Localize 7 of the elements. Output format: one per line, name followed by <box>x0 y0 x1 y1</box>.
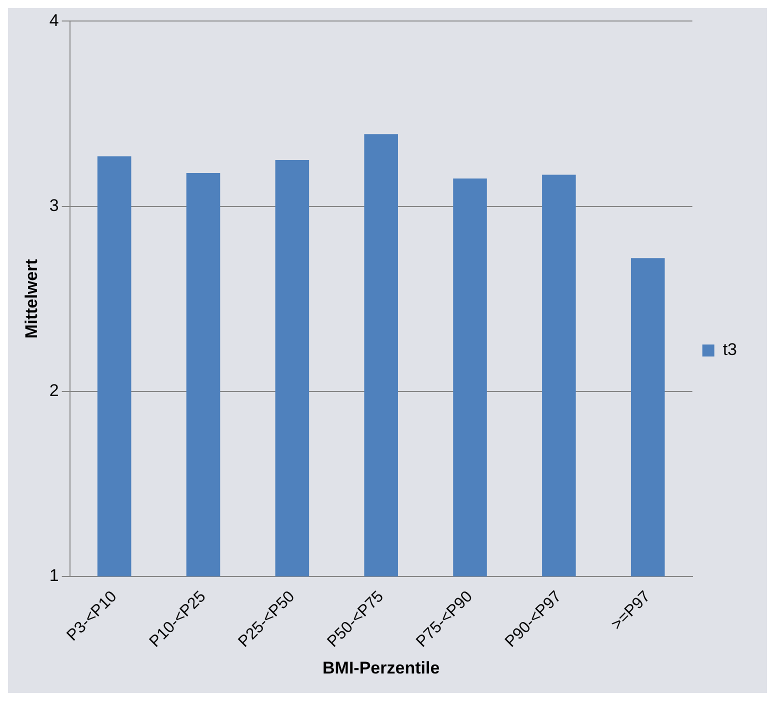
y-axis-title: Mittelwert <box>22 258 41 338</box>
y-tick-label: 2 <box>49 381 59 400</box>
legend-label: t3 <box>722 340 738 360</box>
y-tick-label: 1 <box>49 566 59 586</box>
x-axis-title: BMI-Perzentile <box>322 658 440 678</box>
y-tick-label: 4 <box>49 10 59 30</box>
y-tick-label: 3 <box>49 196 59 215</box>
